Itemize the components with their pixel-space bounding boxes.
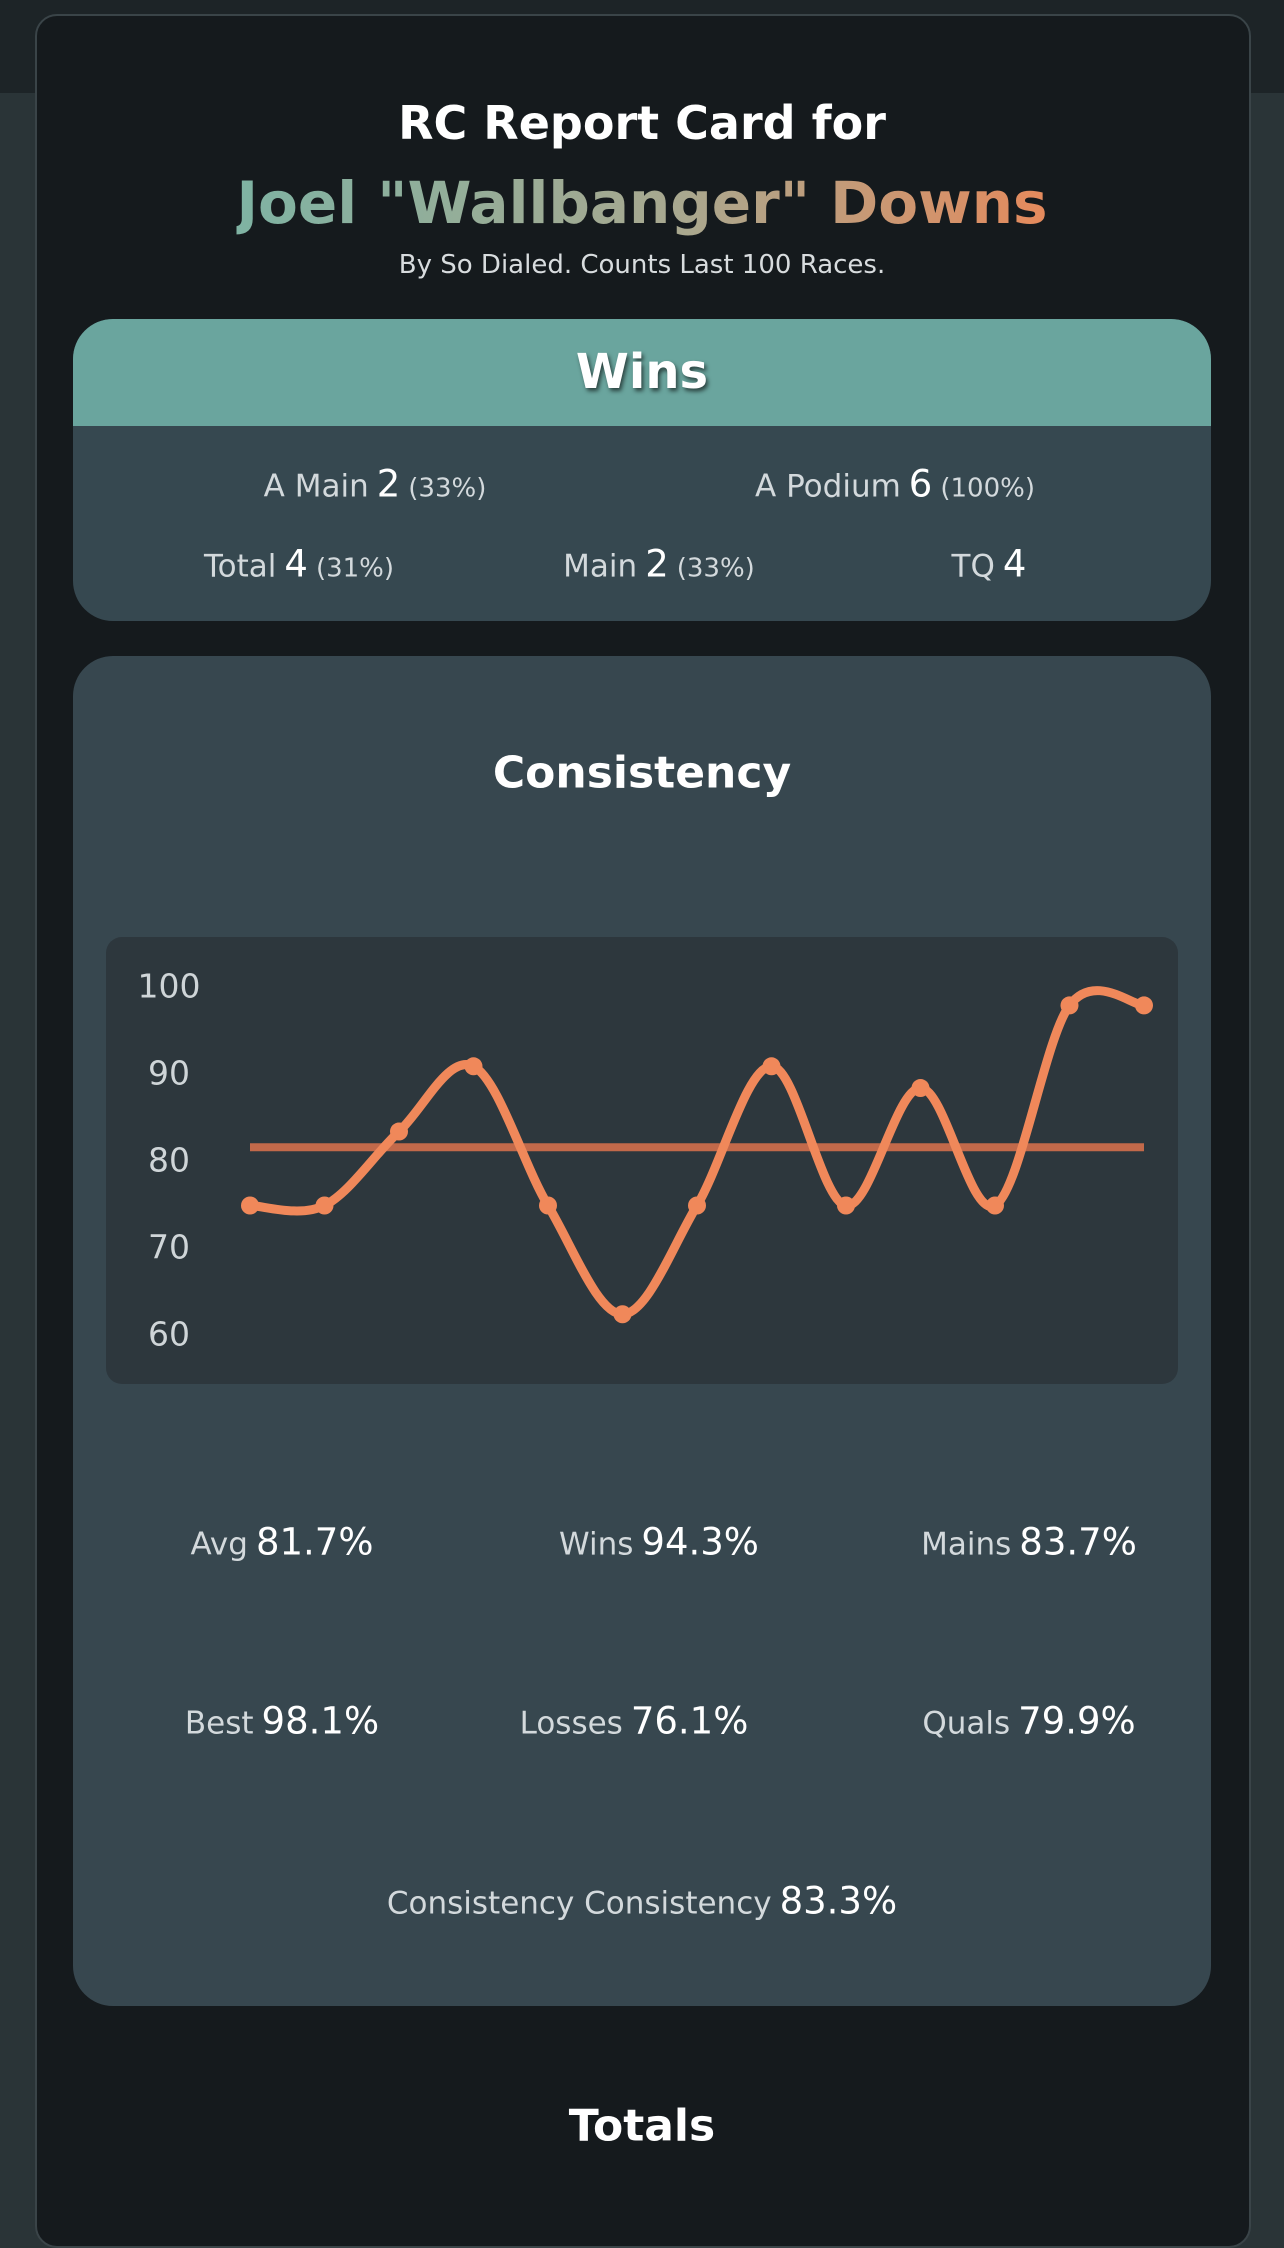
win-stat-label: Main bbox=[563, 548, 638, 585]
consistency-stat-value: 83.3% bbox=[779, 1879, 898, 1923]
consistency-stat-label: Wins bbox=[559, 1526, 634, 1563]
data-point bbox=[1060, 996, 1079, 1015]
y-tick-label: 60 bbox=[148, 1315, 190, 1354]
data-point bbox=[762, 1057, 781, 1076]
page-title: RC Report Card for bbox=[398, 96, 886, 150]
win-stat: Total 4 (31%) bbox=[204, 543, 394, 586]
consistency-stat-label: Consistency Consistency bbox=[386, 1885, 772, 1922]
win-stat: A Main 2 (33%) bbox=[264, 463, 487, 506]
consistency-stat-value: 98.1% bbox=[261, 1699, 380, 1743]
win-stat: TQ 4 bbox=[952, 543, 1027, 586]
win-stat-label: TQ bbox=[951, 548, 995, 585]
win-stat-pct: (31%) bbox=[315, 553, 395, 584]
win-stat: Main 2 (33%) bbox=[563, 543, 755, 586]
y-tick-label: 90 bbox=[148, 1054, 190, 1093]
consistency-stat-label: Losses bbox=[519, 1705, 623, 1742]
data-point bbox=[837, 1196, 855, 1215]
data-point bbox=[911, 1079, 930, 1098]
consistency-stat: Losses 76.1% bbox=[520, 1700, 749, 1743]
consistency-stat: Mains 83.7% bbox=[921, 1521, 1137, 1564]
win-stat-pct: (33%) bbox=[408, 473, 487, 504]
data-point bbox=[688, 1196, 706, 1215]
wins-header bbox=[73, 319, 1211, 426]
win-stat-label: A Main bbox=[263, 468, 369, 505]
data-point bbox=[390, 1122, 408, 1141]
wins-card: Wins bbox=[73, 319, 1211, 621]
consistency-stat: Consistency Consistency 83.3% bbox=[387, 1880, 897, 1923]
win-stat-pct: (100%) bbox=[940, 473, 1035, 504]
consistency-stat: Quals 79.9% bbox=[922, 1700, 1135, 1743]
racer-name: Joel "Wallbanger" Downs bbox=[236, 169, 1048, 237]
consistency-stat-label: Best bbox=[184, 1705, 254, 1742]
consistency-stat: Avg 81.7% bbox=[191, 1521, 374, 1564]
consistency-stat-value: 81.7% bbox=[255, 1520, 374, 1564]
data-point bbox=[1135, 996, 1153, 1015]
consistency-title: Consistency bbox=[492, 747, 792, 799]
y-tick-label: 100 bbox=[138, 967, 201, 1006]
win-stat: A Podium 6 (100%) bbox=[755, 463, 1035, 506]
consistency-stat-value: 94.3% bbox=[641, 1520, 759, 1564]
wins-title: Wins bbox=[575, 344, 709, 400]
consistency-stat-value: 79.9% bbox=[1018, 1699, 1136, 1743]
consistency-stat-value: 83.7% bbox=[1019, 1520, 1137, 1564]
data-point bbox=[464, 1057, 483, 1076]
data-point bbox=[613, 1305, 632, 1324]
consistency-stat-label: Mains bbox=[921, 1526, 1012, 1563]
totals-title: Totals bbox=[568, 2100, 716, 2152]
data-point bbox=[539, 1196, 557, 1215]
subtitle: By So Dialed. Counts Last 100 Races. bbox=[398, 250, 886, 280]
consistency-stat-label: Quals bbox=[922, 1705, 1011, 1742]
consistency-stat-label: Avg bbox=[190, 1526, 248, 1563]
data-point bbox=[241, 1196, 259, 1215]
chart-area bbox=[106, 937, 1178, 1384]
y-tick-label: 80 bbox=[148, 1141, 190, 1180]
win-stat-value: 6 bbox=[908, 462, 933, 506]
win-stat-value: 2 bbox=[645, 542, 669, 586]
data-point bbox=[315, 1196, 334, 1215]
win-stat-value: 4 bbox=[284, 542, 308, 586]
win-stat-value: 2 bbox=[376, 462, 401, 506]
consistency-stat: Best 98.1% bbox=[185, 1700, 379, 1743]
consistency-stat-value: 76.1% bbox=[630, 1699, 749, 1743]
win-stat-label: A Podium bbox=[755, 468, 901, 505]
win-stat-pct: (33%) bbox=[676, 553, 755, 584]
win-stat-value: 4 bbox=[1002, 542, 1027, 586]
y-tick-label: 70 bbox=[148, 1228, 190, 1267]
win-stat-label: Total bbox=[203, 548, 277, 585]
consistency-stat: Wins 94.3% bbox=[559, 1521, 759, 1564]
data-point bbox=[986, 1196, 1004, 1215]
